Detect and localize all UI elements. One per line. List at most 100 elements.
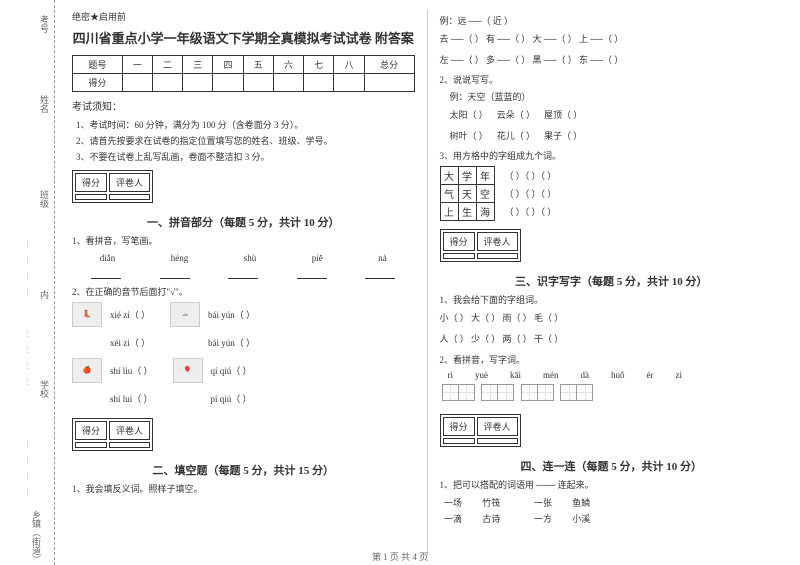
image-question-row: 🍎 shí liu（ ） 🎈 qí qiú（ ） <box>72 358 415 383</box>
char-grid-row: 大学年 气天空 上生海 （ ）（ ）（ ） （ ）（ ）（ ） （ ）（ ）（ … <box>440 166 784 221</box>
match-row: 一滴 古诗 一方 小溪 <box>440 511 784 527</box>
option-b: pí qiú（ ） <box>211 392 252 405</box>
th: 四 <box>213 56 243 74</box>
binding-label-inner: 内 <box>38 290 51 299</box>
blank-line <box>228 269 258 279</box>
td <box>273 74 303 92</box>
question-text: 2、说说写写。 <box>440 73 784 86</box>
pinyin: nà <box>378 253 387 263</box>
section-1-title: 一、拼音部分（每题 5 分，共计 10 分） <box>72 214 415 230</box>
word-line: 小（ ） 大（ ） 雨（ ） 毛（ ） <box>440 310 784 327</box>
pinyin: héng <box>171 253 189 263</box>
td <box>304 74 334 92</box>
notice-heading: 考试须知： <box>72 98 415 113</box>
question-text: 3、用方格中的字组成九个词。 <box>440 149 784 162</box>
right-column: 例：远 ──（ 近 ） 去 ──（ ） 有 ──（ ） 大 ──（ ） 上 ──… <box>428 10 796 555</box>
th: 六 <box>273 56 303 74</box>
notice-line: 3、不要在试卷上乱写乱画，卷面不整洁扣 3 分。 <box>76 149 415 165</box>
td <box>364 74 414 92</box>
td <box>183 74 213 92</box>
binding-label-school: 学校 <box>38 380 51 398</box>
td <box>334 74 364 92</box>
notice-line: 2、请首先按要求在试卷的指定位置填写您的姓名、班级、学号。 <box>76 133 415 149</box>
score-label: 得分 <box>75 421 107 440</box>
example-text: 例：远 ──（ 近 ） <box>440 14 784 27</box>
td <box>243 74 273 92</box>
match-row: 一场 竹筏 一张 鱼鳞 <box>440 495 784 511</box>
td <box>213 74 243 92</box>
option-b: bái yún（ ） <box>208 336 255 349</box>
binding-dash: … … … … <box>25 240 34 299</box>
blank-line <box>91 269 121 279</box>
cloud-icon: ☁ <box>170 302 200 327</box>
question-text: 2、在正确的音节后面打"√"。 <box>72 285 415 298</box>
score-summary-table: 题号 一 二 三 四 五 六 七 八 总分 得分 <box>72 55 415 92</box>
option-b: qí qiú（ ） <box>211 364 252 377</box>
grader-box: 得分 评卷人 <box>440 229 521 262</box>
write-grids <box>440 382 784 406</box>
grader-box: 得分 评卷人 <box>440 414 521 447</box>
blank-row <box>72 269 415 279</box>
antonym-line: 左 ──（ ） 多 ──（ ） 黑 ──（ ） 东 ──（ ） <box>440 52 784 69</box>
th: 二 <box>152 56 182 74</box>
binding-dash: … … … … <box>25 440 34 499</box>
option-a: shí lui（ ） <box>110 392 153 405</box>
option-a: xié zi（ ） <box>110 308 150 321</box>
pinyin-labels: rì yuè kāi mén dà huǒ ér zi <box>448 370 784 380</box>
pinyin: diǎn <box>100 253 116 263</box>
write-grid <box>481 384 514 401</box>
blank-line <box>297 269 327 279</box>
left-column: 绝密★启用前 四川省重点小学一年级语文下学期全真模拟考试试卷 附答案 题号 一 … <box>60 10 428 555</box>
question-text: 2、看拼音，写字词。 <box>440 353 784 366</box>
grader-label: 评卷人 <box>477 232 518 251</box>
character-grid: 大学年 气天空 上生海 <box>440 166 495 221</box>
pinyin: shù <box>244 253 257 263</box>
th: 七 <box>304 56 334 74</box>
th: 总分 <box>364 56 414 74</box>
grader-box: 得分 评卷人 <box>72 418 153 451</box>
write-grid <box>560 384 593 401</box>
word-line: 人（ ） 少（ ） 两（ ） 干（ ） <box>440 331 784 348</box>
describe-row: 太阳（ ） 云朵（ ） 屋顶（ ） <box>450 107 784 124</box>
th: 五 <box>243 56 273 74</box>
option-b: bái yún（ ） <box>208 308 255 321</box>
balloon-icon: 🎈 <box>173 358 203 383</box>
option-a: shí liu（ ） <box>110 364 153 377</box>
boots-icon: 👢 <box>72 302 102 327</box>
th: 题号 <box>73 56 123 74</box>
image-question-row: 👢 xié zi（ ） ☁ bái yún（ ） <box>72 302 415 327</box>
write-grid <box>442 384 475 401</box>
score-label: 得分 <box>443 232 475 251</box>
th: 三 <box>183 56 213 74</box>
pomegranate-icon: 🍎 <box>72 358 102 383</box>
th: 一 <box>122 56 152 74</box>
question-text: 1、把可以搭配的词语用 ─── 连起来。 <box>440 478 784 491</box>
td: 得分 <box>73 74 123 92</box>
binding-label-examno: 考号 <box>38 15 51 33</box>
score-label: 得分 <box>443 417 475 436</box>
td <box>152 74 182 92</box>
notice-line: 1、考试时间：60 分钟，满分为 100 分（含卷面分 3 分）。 <box>76 117 415 133</box>
word-blanks: （ ）（ ）（ ） （ ）（ ）（ ） （ ）（ ）（ ） <box>505 167 557 221</box>
example-text: 例：天空（蓝蓝的） <box>450 90 784 103</box>
antonym-line: 去 ──（ ） 有 ──（ ） 大 ──（ ） 上 ──（ ） <box>440 31 784 48</box>
binding-label-name: 姓名 <box>38 95 51 113</box>
write-grid <box>521 384 554 401</box>
grader-box: 得分 评卷人 <box>72 170 153 203</box>
page-footer: 第 1 页 共 4 页 <box>0 550 800 563</box>
describe-row: 树叶（ ） 花儿（ ） 果子（ ） <box>450 128 784 145</box>
question-text: 1、看拼音，写笔画。 <box>72 234 415 247</box>
image-question-row: xéi zi（ ） bái yún（ ） <box>72 330 415 355</box>
question-text: 1、我会给下面的字组词。 <box>440 293 784 306</box>
section-4-title: 四、连一连（每题 5 分，共计 10 分） <box>440 458 784 474</box>
blank-line <box>365 269 395 279</box>
grader-label: 评卷人 <box>477 417 518 436</box>
blank-line <box>160 269 190 279</box>
grader-label: 评卷人 <box>109 173 150 192</box>
th: 八 <box>334 56 364 74</box>
secret-label: 绝密★启用前 <box>72 10 415 23</box>
exam-title: 四川省重点小学一年级语文下学期全真模拟考试试卷 附答案 <box>72 28 415 47</box>
question-text: 1、我会填反义词。照样子填空。 <box>72 482 415 495</box>
td <box>122 74 152 92</box>
grader-label: 评卷人 <box>109 421 150 440</box>
